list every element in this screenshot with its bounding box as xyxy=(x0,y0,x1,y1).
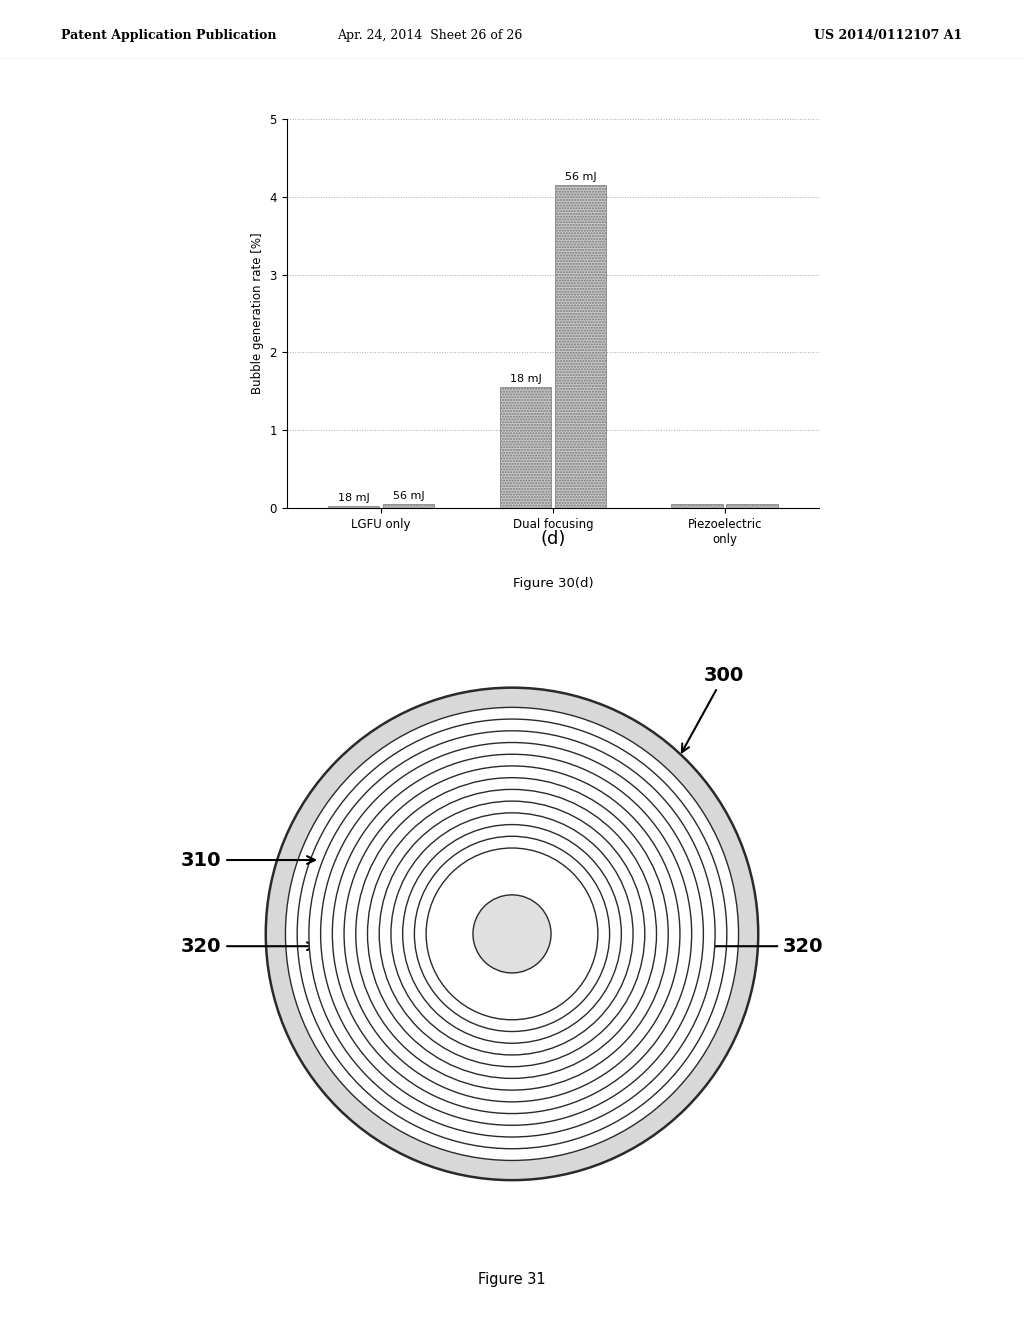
Circle shape xyxy=(333,754,691,1114)
Circle shape xyxy=(286,708,738,1160)
Circle shape xyxy=(344,766,680,1102)
Circle shape xyxy=(321,743,703,1125)
Circle shape xyxy=(391,813,633,1055)
Bar xyxy=(555,185,606,508)
Circle shape xyxy=(415,837,609,1031)
Bar xyxy=(500,388,551,508)
Circle shape xyxy=(368,789,656,1078)
Circle shape xyxy=(297,719,727,1148)
Circle shape xyxy=(309,731,715,1137)
Text: 310: 310 xyxy=(181,850,314,870)
Bar xyxy=(328,506,380,508)
Text: 300: 300 xyxy=(682,665,744,752)
Text: (d): (d) xyxy=(541,529,565,548)
Text: Figure 31: Figure 31 xyxy=(478,1271,546,1287)
Text: Apr. 24, 2014  Sheet 26 of 26: Apr. 24, 2014 Sheet 26 of 26 xyxy=(337,29,523,42)
Circle shape xyxy=(355,777,669,1090)
Text: 320: 320 xyxy=(181,937,314,956)
Circle shape xyxy=(426,847,598,1020)
Text: 320: 320 xyxy=(610,937,823,956)
Circle shape xyxy=(402,825,622,1043)
Circle shape xyxy=(473,895,551,973)
Text: Figure 30(d): Figure 30(d) xyxy=(513,577,593,590)
Text: 56 mJ: 56 mJ xyxy=(564,172,596,182)
Text: 18 mJ: 18 mJ xyxy=(338,492,370,503)
Bar xyxy=(383,504,434,508)
Y-axis label: Bubble generation rate [%]: Bubble generation rate [%] xyxy=(251,232,264,395)
Text: Patent Application Publication: Patent Application Publication xyxy=(61,29,276,42)
Text: 56 mJ: 56 mJ xyxy=(393,491,425,502)
Circle shape xyxy=(266,688,758,1180)
Bar xyxy=(726,504,778,508)
Text: 18 mJ: 18 mJ xyxy=(510,375,542,384)
Bar xyxy=(672,504,723,508)
Circle shape xyxy=(379,801,645,1067)
Text: US 2014/0112107 A1: US 2014/0112107 A1 xyxy=(814,29,963,42)
